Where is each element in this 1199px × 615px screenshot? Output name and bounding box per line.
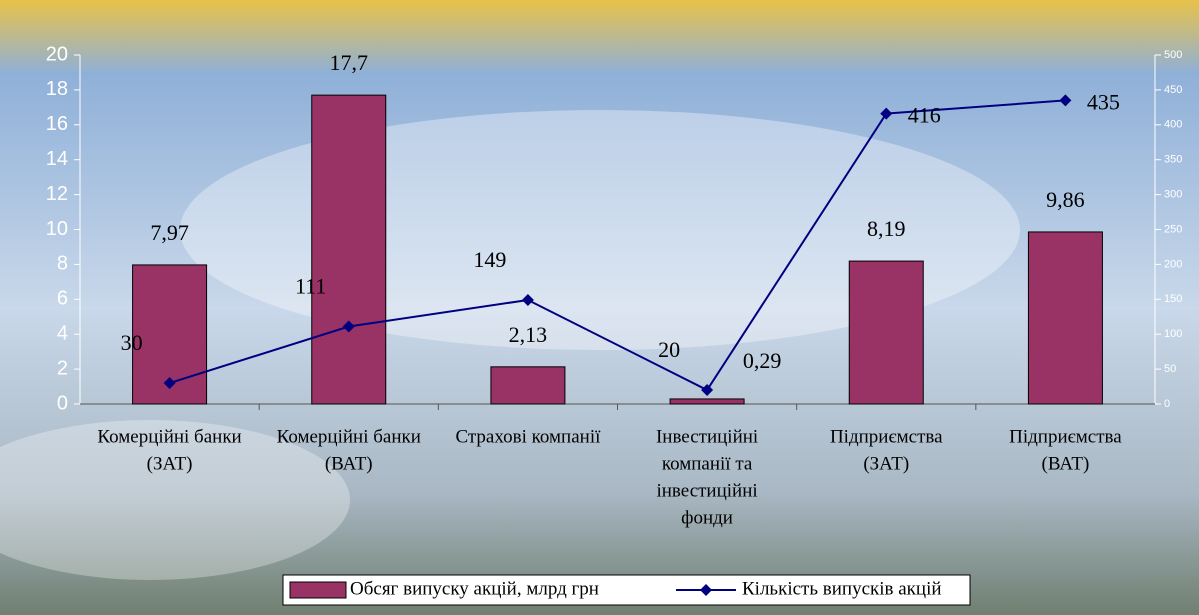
x-tick-label: компанії та — [662, 453, 753, 474]
x-tick-label: Комерційні банки — [97, 426, 241, 447]
line-value-label: 416 — [908, 103, 941, 128]
legend-marker — [700, 584, 712, 596]
bar-value-label: 7,97 — [150, 220, 189, 245]
bar — [848, 260, 924, 405]
y2-tick-label: 200 — [1164, 258, 1182, 270]
y-tick-label: 4 — [57, 322, 68, 344]
y-tick-label: 8 — [57, 253, 68, 275]
bar-value-label: 8,19 — [867, 216, 906, 241]
y2-tick-label: 150 — [1164, 293, 1182, 305]
cloud — [180, 110, 1020, 350]
x-tick-label: (ВАТ) — [325, 453, 373, 474]
y2-tick-label: 450 — [1164, 84, 1182, 96]
x-tick-label: (ЗАТ) — [863, 453, 909, 474]
y-tick-label: 18 — [46, 78, 68, 100]
bar-value-label: 0,29 — [743, 348, 782, 373]
y2-tick-label: 350 — [1164, 154, 1182, 166]
line-value-label: 435 — [1087, 89, 1120, 114]
y2-tick-label: 50 — [1164, 363, 1176, 375]
cloud — [0, 420, 350, 580]
bar — [490, 366, 566, 405]
legend-label: Кількість випусків акцій — [742, 578, 942, 599]
y2-tick-label: 400 — [1164, 119, 1182, 131]
y2-tick-label: 250 — [1164, 223, 1182, 235]
bar — [311, 94, 387, 405]
x-tick-label: (ВАТ) — [1042, 453, 1090, 474]
y-tick-label: 0 — [57, 392, 68, 414]
bar-value-label: 2,13 — [509, 322, 548, 347]
bar-value-label: 17,7 — [330, 50, 369, 75]
x-tick-label: Страхові компанії — [455, 426, 601, 447]
y-tick-label: 2 — [57, 357, 68, 379]
y2-tick-label: 300 — [1164, 189, 1182, 201]
line-marker — [880, 107, 893, 120]
y-tick-label: 20 — [46, 43, 68, 65]
y2-tick-label: 500 — [1164, 49, 1182, 61]
line — [169, 99, 1066, 392]
y2-tick-label: 100 — [1164, 328, 1182, 340]
legend — [282, 574, 971, 606]
line-value-label: 149 — [473, 247, 506, 272]
legend-swatch — [289, 581, 347, 599]
line-value-label: 111 — [295, 274, 326, 299]
x-tick-label: Підприємства — [1009, 426, 1122, 447]
y-tick-label: 10 — [46, 218, 68, 240]
y-tick-label: 16 — [46, 113, 68, 135]
x-tick-label: фонди — [681, 507, 733, 528]
legend-label: Обсяг випуску акцій, млрд грн — [350, 578, 599, 599]
line-marker — [163, 377, 176, 390]
y-tick-label: 14 — [46, 148, 68, 170]
x-tick-label: Інвестиційні — [656, 426, 758, 447]
x-tick-label: (ЗАТ) — [147, 453, 193, 474]
line-marker — [521, 293, 534, 306]
line-value-label: 20 — [658, 337, 680, 362]
line-marker — [1059, 94, 1072, 107]
line-marker — [342, 320, 355, 333]
y2-tick-label: 0 — [1164, 398, 1170, 410]
bar — [1027, 231, 1103, 405]
bar — [669, 398, 745, 405]
line-value-label: 30 — [121, 330, 143, 355]
x-tick-label: Комерційні банки — [277, 426, 421, 447]
y-tick-label: 6 — [57, 288, 68, 310]
line-marker — [701, 384, 714, 397]
bar-value-label: 9,86 — [1046, 187, 1085, 212]
y-tick-label: 12 — [46, 183, 68, 205]
x-tick-label: Підприємства — [830, 426, 943, 447]
x-tick-label: інвестиційні — [656, 480, 757, 501]
